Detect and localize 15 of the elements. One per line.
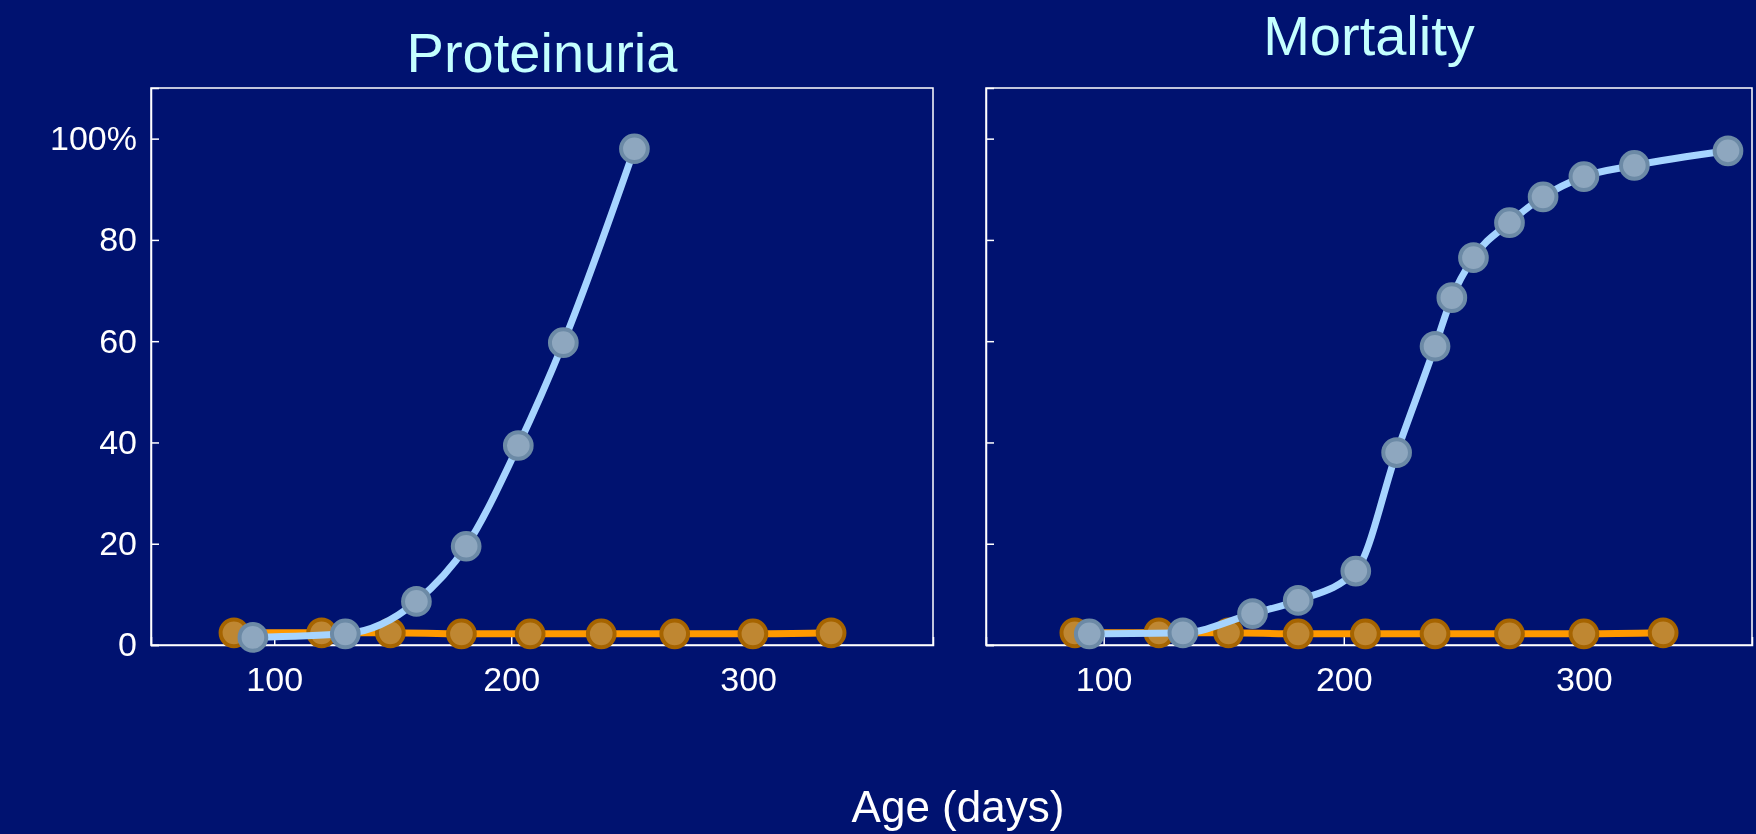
y-tick-label: 100% <box>50 119 137 158</box>
chart-title: Mortality <box>1263 4 1475 67</box>
x-tick-label: 300 <box>720 660 778 699</box>
x-tick-label: 100 <box>246 660 304 699</box>
chart-title: Proteinuria <box>406 21 679 84</box>
x-tick-label: 300 <box>1556 660 1613 699</box>
y-tick-label: 60 <box>99 321 137 360</box>
x-axis-title: Age (days) <box>851 782 1065 831</box>
y-tick-label: 40 <box>99 422 137 461</box>
x-tick-label: 100 <box>1075 660 1133 699</box>
y-tick-label: 20 <box>99 524 137 563</box>
y-tick-label: 0 <box>118 625 137 664</box>
x-tick-label: 200 <box>483 660 541 699</box>
y-tick-label: 80 <box>99 220 137 259</box>
x-tick-label: 200 <box>1315 660 1373 699</box>
